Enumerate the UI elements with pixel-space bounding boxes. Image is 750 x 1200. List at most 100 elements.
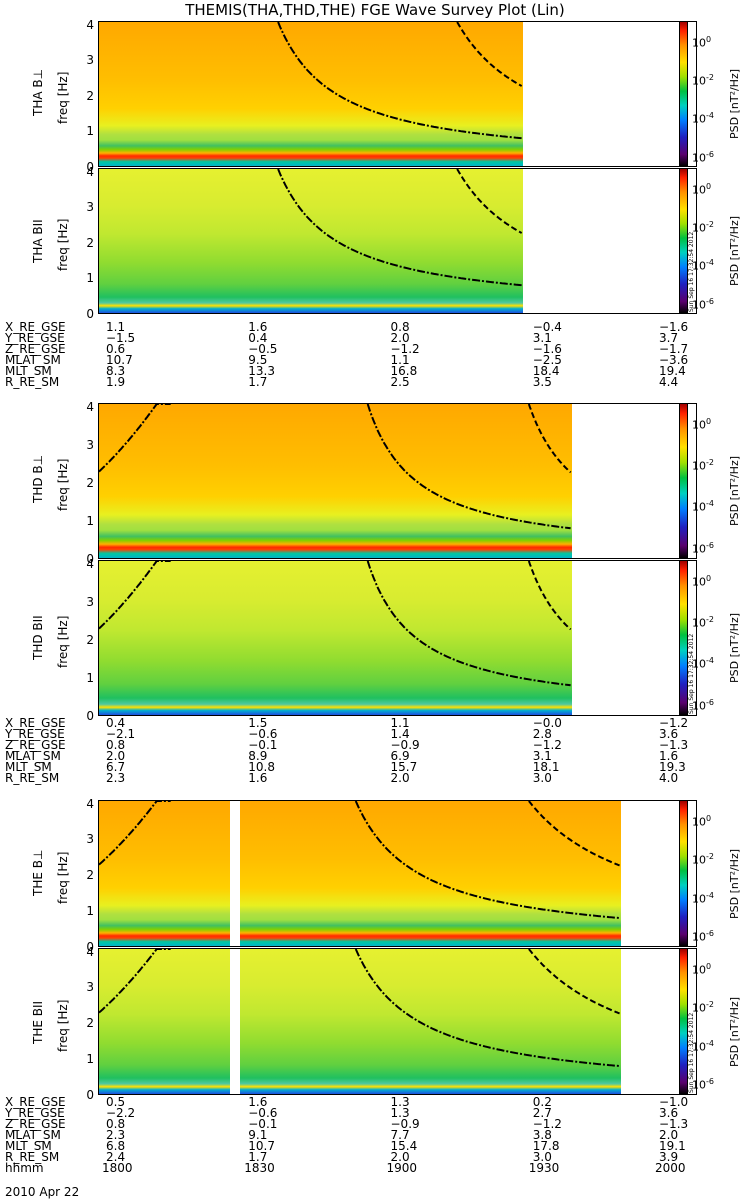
ephemeris-value: 3.7 xyxy=(659,331,679,345)
ephemeris-row: Y_RE_GSE −1.5 0.4 2.0 3.1 3.7 xyxy=(0,331,750,345)
ephemeris-value: 19.3 xyxy=(659,760,686,774)
ephemeris-value: −1.3 xyxy=(659,738,689,752)
colorbar-tick-label: 100 xyxy=(692,182,712,197)
y-tick-label: 0 xyxy=(86,307,94,321)
curve-dash-1 xyxy=(456,169,523,234)
ephemeris-value: −1.5 xyxy=(106,331,136,345)
colorbar-tick-label: 10-4 xyxy=(692,258,714,274)
ephemeris-value: −1.2 xyxy=(390,342,420,356)
ephemeris-value: −0.1 xyxy=(248,738,278,752)
ephemeris-value: 9.1 xyxy=(248,1128,268,1142)
ephemeris-row: R_RE_SM 1.9 1.7 2.5 3.5 4.4 xyxy=(0,375,750,389)
ephemeris-value: −1.2 xyxy=(532,1117,562,1131)
panel-label: THD B⊥ xyxy=(31,454,45,503)
ephemeris-value: −0.9 xyxy=(390,1117,420,1131)
ephemeris-row: Z_RE_GSE 0.8 −0.1 −0.9 −1.2 −1.3 xyxy=(0,738,750,752)
ephemeris-value: −1.6 xyxy=(532,342,562,356)
row-label: X_RE_GSE xyxy=(5,716,66,730)
colorbar-tick-label: 10-6 xyxy=(692,540,714,556)
ephemeris-value: 1.6 xyxy=(248,320,268,334)
ephemeris-value: 0.8 xyxy=(106,738,126,752)
ephemeris-value: −0.5 xyxy=(248,342,278,356)
row-label: R_RE_SM xyxy=(5,1150,60,1164)
ephemeris-value: 2.0 xyxy=(390,771,410,785)
spectrogram-image xyxy=(99,169,523,313)
colorbar-tick-label: 10-6 xyxy=(692,1077,714,1093)
ephemeris-value: 15.7 xyxy=(390,760,418,774)
ephemeris-value: −1.7 xyxy=(659,342,689,356)
ephemeris-row: MLAT_SM 10.7 9.5 1.1 −2.5 −3.6 xyxy=(0,353,750,367)
ephemeris-value: 2.0 xyxy=(659,1128,679,1142)
curve-dashdot-0 xyxy=(366,561,571,687)
colorbar xyxy=(679,168,688,314)
ephemeris-value: 10.7 xyxy=(106,353,133,367)
y-tick-label: 0 xyxy=(86,1088,94,1102)
curve-dashdot-0 xyxy=(354,801,620,919)
ephemeris-value: −2.5 xyxy=(532,353,562,367)
x-tick-label: 1830 xyxy=(244,1161,275,1175)
panel-label: THE BII xyxy=(31,1000,45,1044)
ephemeris-value: 8.3 xyxy=(106,364,126,378)
ephemeris-value: 2.0 xyxy=(390,331,410,345)
y-tick-label: 2 xyxy=(86,88,94,103)
plot-frame xyxy=(98,560,697,716)
y-tick-label: 1 xyxy=(86,124,94,139)
ephemeris-value: −0.1 xyxy=(248,1117,278,1131)
y-tick-label: 4 xyxy=(86,556,94,571)
colorbar-tick-label: 10-6 xyxy=(692,929,714,945)
gyrofrequency-curves xyxy=(277,22,523,140)
ephemeris-value: 2.4 xyxy=(106,1150,126,1164)
y-tick-label: 2 xyxy=(86,632,94,647)
gyrofrequency-curves xyxy=(99,404,572,530)
colorbar-tick-label: 10-2 xyxy=(692,615,714,630)
ephemeris-value: 1.4 xyxy=(390,727,410,741)
y-tick-label: 4 xyxy=(86,17,94,32)
y-tick-label: 2 xyxy=(86,235,94,250)
spectrogram-panel-thd-bpar xyxy=(98,560,697,716)
row-label: hhmm xyxy=(5,1161,44,1175)
spectrogram-panel-the-bpar xyxy=(98,948,697,1095)
y-tick-label: 0 xyxy=(86,940,94,954)
ephemeris-value: 1.6 xyxy=(248,771,268,785)
row-label: Z_RE_GSE xyxy=(5,738,66,752)
x-tick-label: 2000 xyxy=(655,1161,686,1175)
ephemeris-value: −0.9 xyxy=(390,738,420,752)
ephemeris-value: 1.1 xyxy=(390,353,410,367)
ephemeris-value: 15.4 xyxy=(390,1139,418,1153)
curve-dash-1 xyxy=(528,801,620,867)
colorbar xyxy=(679,948,688,1095)
y-tick-label: 0 xyxy=(86,709,94,723)
colorbar-tick-label: 10-4 xyxy=(692,1038,714,1054)
ephemeris-value: 1.3 xyxy=(390,1106,410,1120)
ephemeris-value: 0.4 xyxy=(248,331,268,345)
ephemeris-value: 19.1 xyxy=(659,1139,686,1153)
data-gap xyxy=(230,949,240,1094)
ephemeris-value: 2.0 xyxy=(106,749,126,763)
plot-frame xyxy=(98,403,697,559)
ephemeris-row: X_RE_GSE 0.5 1.6 1.3 0.2 −1.0 xyxy=(0,1095,750,1109)
row-label: R_RE_SM xyxy=(5,771,60,785)
ephemeris-value: 6.9 xyxy=(390,749,410,763)
y-tick-label: 1 xyxy=(86,904,94,919)
ephemeris-value: 2.5 xyxy=(390,375,410,389)
ephemeris-value: 1.6 xyxy=(659,749,679,763)
gyrofrequency-curves xyxy=(99,949,620,1067)
ephemeris-value: 3.5 xyxy=(532,375,552,389)
y-tick-label: 1 xyxy=(86,513,94,528)
ephemeris-value: 2.7 xyxy=(532,1106,552,1120)
row-label: MLT_SM xyxy=(5,1139,52,1153)
y-tick-label: 4 xyxy=(86,944,94,959)
spectrogram-image xyxy=(99,801,621,946)
ephemeris-value: 10.8 xyxy=(248,760,275,774)
row-label: X_RE_GSE xyxy=(5,1095,66,1109)
ephemeris-value: 4.4 xyxy=(659,375,679,389)
row-label: MLT_SM xyxy=(5,364,52,378)
row-label: X_RE_GSE xyxy=(5,320,66,334)
ephemeris-value: 3.8 xyxy=(532,1128,552,1142)
ephemeris-value: 1.6 xyxy=(248,1095,268,1109)
data-gap xyxy=(230,801,240,946)
ephemeris-value: 1.7 xyxy=(248,1150,268,1164)
colorbar-tick-label: 10-4 xyxy=(692,656,714,672)
y-tick-label: 4 xyxy=(86,399,94,414)
ephemeris-value: 3.6 xyxy=(659,727,679,741)
